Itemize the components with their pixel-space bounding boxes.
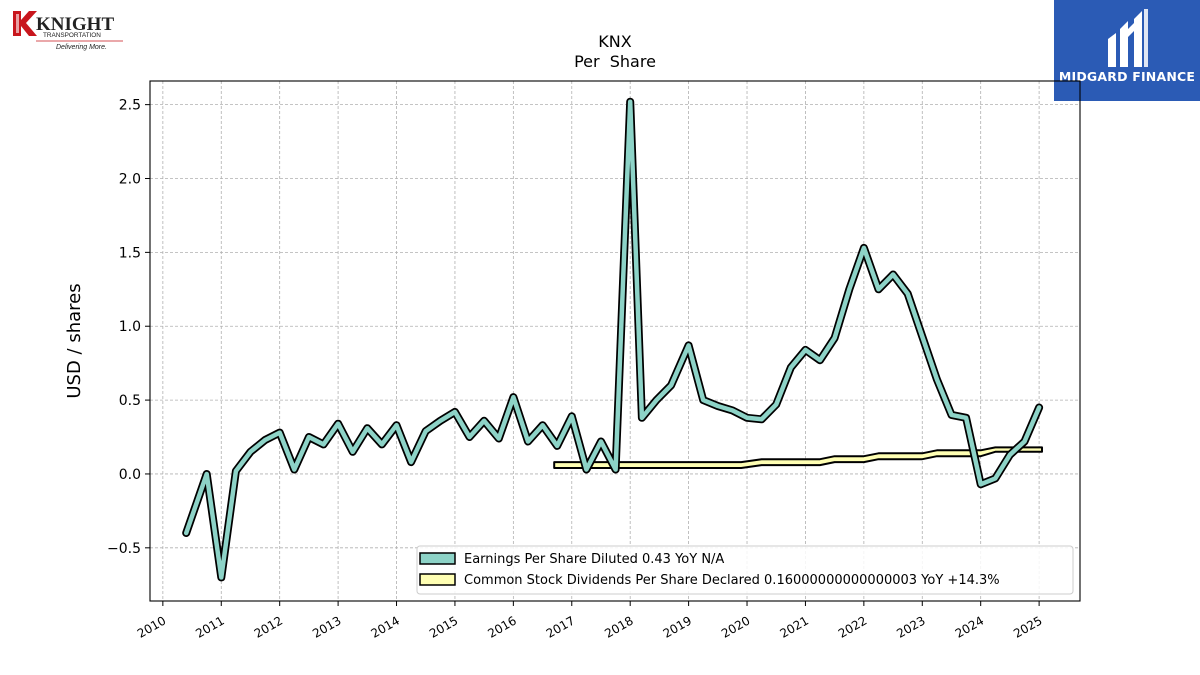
plot-frame	[149, 80, 1081, 602]
eps-diluted-line	[183, 99, 1042, 580]
x-tick-label: 2025	[1011, 613, 1044, 640]
x-tick-label: 2015	[427, 613, 460, 640]
knight-tagline: Delivering More.	[56, 44, 107, 51]
knight-k-emblem-icon	[13, 11, 37, 36]
knight-logo-subtext: TRANSPORTATION	[43, 32, 101, 39]
midgard-emblem-icon	[1108, 9, 1148, 67]
chart-subtitle: Per Share	[574, 52, 656, 71]
x-tick-label: 2011	[193, 613, 226, 640]
legend-box	[416, 545, 1074, 595]
x-tick-label: 2016	[485, 613, 518, 640]
x-tick-label: 2021	[777, 613, 810, 640]
legend: Earnings Per Share Diluted 0.43 YoY N/A C…	[416, 545, 1074, 595]
y-axis-label: USD / shares	[64, 283, 85, 398]
x-tick-label: 2012	[252, 613, 285, 640]
y-tick-label: 1.0	[119, 319, 141, 335]
x-tick-label: 2023	[894, 613, 927, 640]
y-tick-label: −0.5	[107, 541, 141, 557]
midgard-finance-logo: MIDGARD FINANCE	[1054, 0, 1200, 101]
knight-logo-text: KNIGHT	[36, 14, 114, 35]
chart-title: KNX	[598, 32, 632, 51]
x-tick-label: 2017	[544, 613, 577, 640]
y-tick-label: 2.0	[119, 172, 141, 188]
midgard-brand-name: MIDGARD FINANCE	[1058, 69, 1196, 84]
knight-transportation-logo: KNIGHT TRANSPORTATION Delivering More.	[13, 11, 123, 51]
x-tick-label: 2024	[953, 613, 986, 640]
y-tick-label: 1.5	[119, 245, 141, 261]
x-tick-label: 2020	[719, 613, 752, 640]
legend-swatch-eps	[419, 552, 456, 565]
dividends-per-share-band	[553, 446, 1043, 469]
x-tick-label: 2014	[369, 613, 402, 640]
legend-label-dividends: Common Stock Dividends Per Share Declare…	[464, 573, 1000, 588]
x-tick-label: 2013	[310, 613, 343, 640]
y-tick-label: 0.0	[119, 467, 141, 483]
y-tick-label: 0.5	[119, 393, 141, 409]
legend-swatch-dividends	[419, 573, 456, 586]
eps-diluted-line-outline	[182, 97, 1044, 582]
y-tick-label: 2.5	[119, 98, 141, 114]
legend-label-eps: Earnings Per Share Diluted 0.43 YoY N/A	[464, 552, 724, 567]
x-tick-label: 2018	[602, 613, 635, 640]
x-tick-label: 2022	[836, 613, 869, 640]
x-tick-label: 2010	[135, 613, 168, 640]
x-tick-label: 2019	[661, 613, 694, 640]
